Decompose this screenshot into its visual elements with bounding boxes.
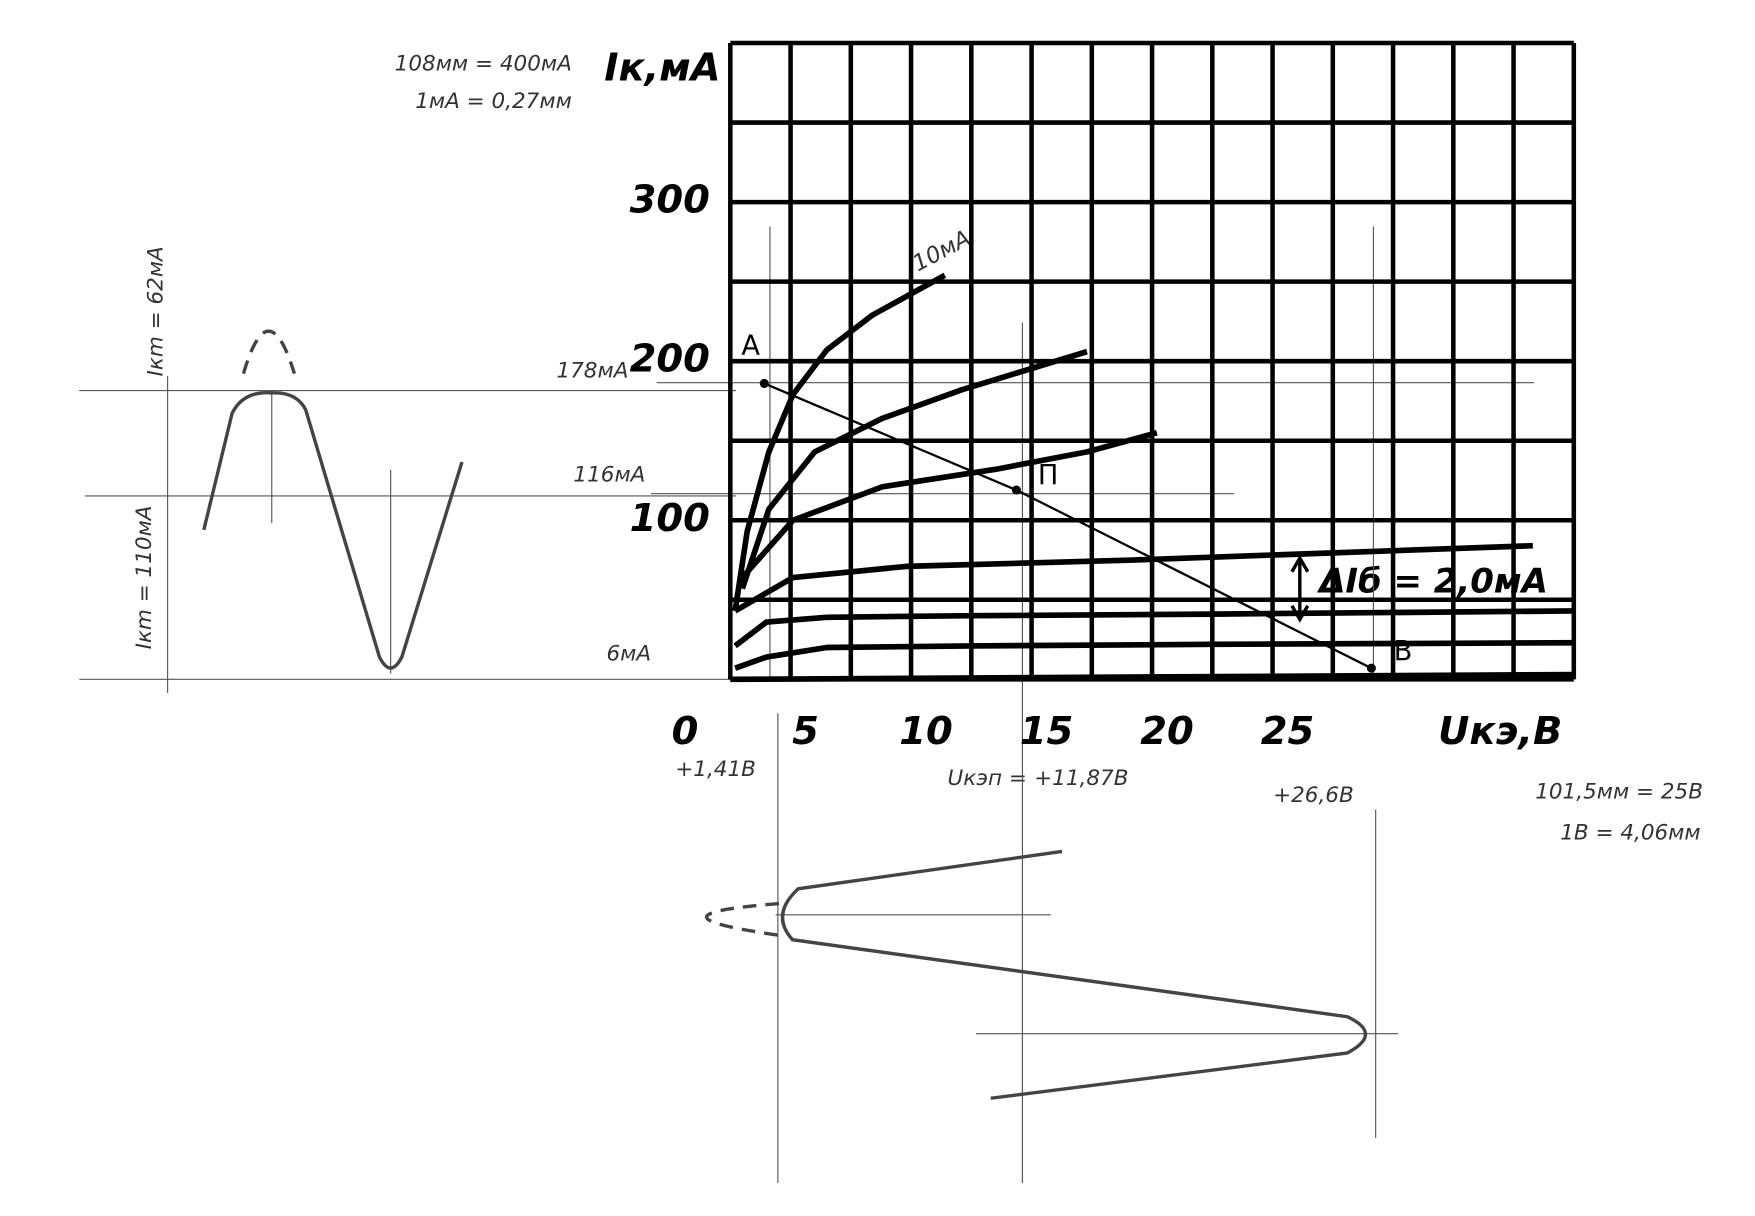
curve <box>740 430 1158 580</box>
annotation: +26,6В <box>1273 783 1354 808</box>
x-tick-label: 5 <box>792 709 819 754</box>
x-tick-label: 0 <box>672 709 699 754</box>
x-tick-label: 15 <box>1020 709 1074 754</box>
y-tick-label: 300 <box>630 178 710 223</box>
annotation: 178мА <box>556 358 628 383</box>
current-waveform <box>79 329 736 693</box>
annotation: 1мА = 0,27мм <box>415 89 572 114</box>
annotation: Iкm = 62мА <box>143 246 168 376</box>
x-tick-label: 25 <box>1261 709 1315 754</box>
annotation: +1,41В <box>675 757 756 782</box>
point-label: П <box>1038 460 1058 491</box>
x-tick-label: 20 <box>1140 709 1194 754</box>
load-line <box>763 382 1372 670</box>
operating-point <box>1366 663 1376 673</box>
operating-point <box>1011 485 1021 495</box>
y-tick-label: 100 <box>630 496 710 541</box>
curve <box>732 272 947 612</box>
annotation: 1В = 4,06мм <box>1560 820 1700 845</box>
point-label: B <box>1394 636 1413 667</box>
annotation: 116мА <box>573 463 645 488</box>
point-label: A <box>741 331 760 362</box>
annotation: +11,87В <box>1034 766 1128 791</box>
curve <box>733 542 1533 614</box>
annotation: 10мА <box>909 225 975 277</box>
curve <box>734 639 1574 671</box>
curve <box>739 348 1088 590</box>
annotation: Iкm = 110мА <box>132 505 157 649</box>
annotation: 6мА <box>606 641 651 666</box>
curve <box>730 671 1574 683</box>
annotation: ΔIб = 2,0мА <box>1316 562 1548 602</box>
annotation: Uкэп = <box>948 766 1027 791</box>
x-axis-label: Uкэ,В <box>1438 709 1562 754</box>
y-tick-label: 200 <box>630 337 710 382</box>
operating-point <box>759 378 769 388</box>
annotation: 108мм = 400мА <box>395 52 572 77</box>
plot-area: 0 5 10 15 20 25 100 200 300 A П B <box>630 40 1577 754</box>
y-axis-label: Iк,мА <box>604 46 720 91</box>
curve <box>733 608 1574 649</box>
x-tick-label: 10 <box>899 709 953 754</box>
delta-arrow <box>1290 554 1310 623</box>
annotation: 101,5мм = 25В <box>1535 780 1703 805</box>
